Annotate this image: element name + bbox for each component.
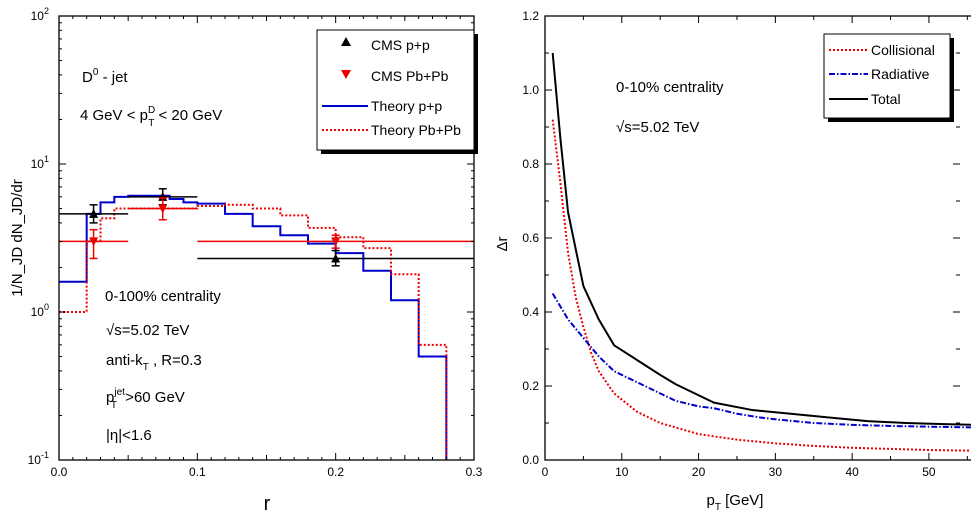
right-x-tick-label: 0 [542,465,549,479]
right-x-axis-label: pT [GeV] [707,492,764,513]
annotation-algorithm: anti-kT , R=0.3 [106,352,202,373]
left-y-tick-label: 102 [31,6,49,23]
series-theory-p-p [59,194,448,460]
right-y-tick-label: 0.8 [522,157,539,171]
series-theory-pb-pb [59,203,448,460]
right-x-tick-label: 20 [692,465,706,479]
left-y-tick-label: 101 [31,154,49,171]
left-y-axis-label: 1/N_JD dN_JD/dr [9,179,26,297]
right-x-tick-label: 50 [922,465,936,479]
annotation-sqrt-s: √s=5.02 TeV [106,322,189,339]
legend-collisional-label: Collisional [871,42,935,58]
left-x-tick-label: 0.3 [466,465,483,479]
cms-p-p-marker-0 [89,208,99,218]
cms-pb-pb-marker-0 [89,237,99,247]
legend-theory-pp-label: Theory p+p [371,98,442,114]
right-y-tick-label: 0.0 [522,453,539,467]
left-y-tick-label: 100 [31,302,49,319]
right-x-tick-label: 40 [845,465,859,479]
legend-cms-pp-label: CMS p+p [371,37,430,53]
left-x-tick-label: 0.1 [189,465,206,479]
left-legend: CMS p+p CMS Pb+Pb Theory p+p Theory Pb+P… [316,29,478,154]
right-panel: 0 10 20 30 40 50 0.0 0.2 0.4 0.6 0.8 1.0 1.2 Δr pT [… [494,9,971,513]
right-y-tick-label: 0.2 [522,379,539,393]
right-plot-area [551,52,971,452]
right-legend-box [823,33,951,119]
right-x-tick-label: 10 [615,465,629,479]
annotation-title: D0 - jet [82,67,128,86]
series-collisional [551,119,971,452]
left-y-tick-label: 10-1 [28,450,49,467]
right-axis-ticks: 0 10 20 30 40 50 0.0 0.2 0.4 0.6 0.8 1.0 1.2 [522,9,968,479]
annotation-eta: |η|<1.6 [106,427,152,444]
right-y-axis-label: Δr [494,236,511,251]
annotation-right-centrality: 0-10% centrality [616,79,724,96]
right-x-tick-label: 30 [769,465,783,479]
cms-p-p-marker-2 [331,253,341,263]
left-x-axis-label: r [264,493,271,515]
legend-cms-pbpb-marker [341,70,351,79]
legend-theory-pbpb-label: Theory Pb+Pb [371,122,461,138]
legend-cms-pbpb-label: CMS Pb+Pb [371,68,449,84]
left-x-tick-label: 0.2 [327,465,344,479]
series-total [551,52,971,426]
left-panel: 0.0 0.1 0.2 0.3 10-1 100 101 102 1/N_JD dN_JD/d… [9,6,483,515]
cms-pb-pb-marker-1 [158,204,168,214]
annotation-right-sqrt-s: √s=5.02 TeV [616,119,699,136]
left-x-tick-label: 0.0 [51,465,68,479]
right-y-tick-label: 1.0 [522,83,539,97]
right-y-tick-label: 0.6 [522,231,539,245]
annotation-pt-range: 4 GeV < pD T < 20 GeV [80,105,222,129]
left-plot-area [59,188,474,460]
annotation-pt-jet: pjet T >60 GeV [106,387,185,411]
legend-radiative-label: Radiative [871,66,930,82]
legend-cms-pp-marker [341,37,351,46]
cms-pb-pb-marker-2 [331,237,341,247]
right-y-tick-label: 0.4 [522,305,539,319]
right-legend: Collisional Radiative Total [823,33,954,122]
legend-total-label: Total [871,91,901,107]
right-y-tick-label: 1.2 [522,9,539,23]
series-radiative [551,292,971,429]
annotation-centrality: 0-100% centrality [105,288,221,305]
